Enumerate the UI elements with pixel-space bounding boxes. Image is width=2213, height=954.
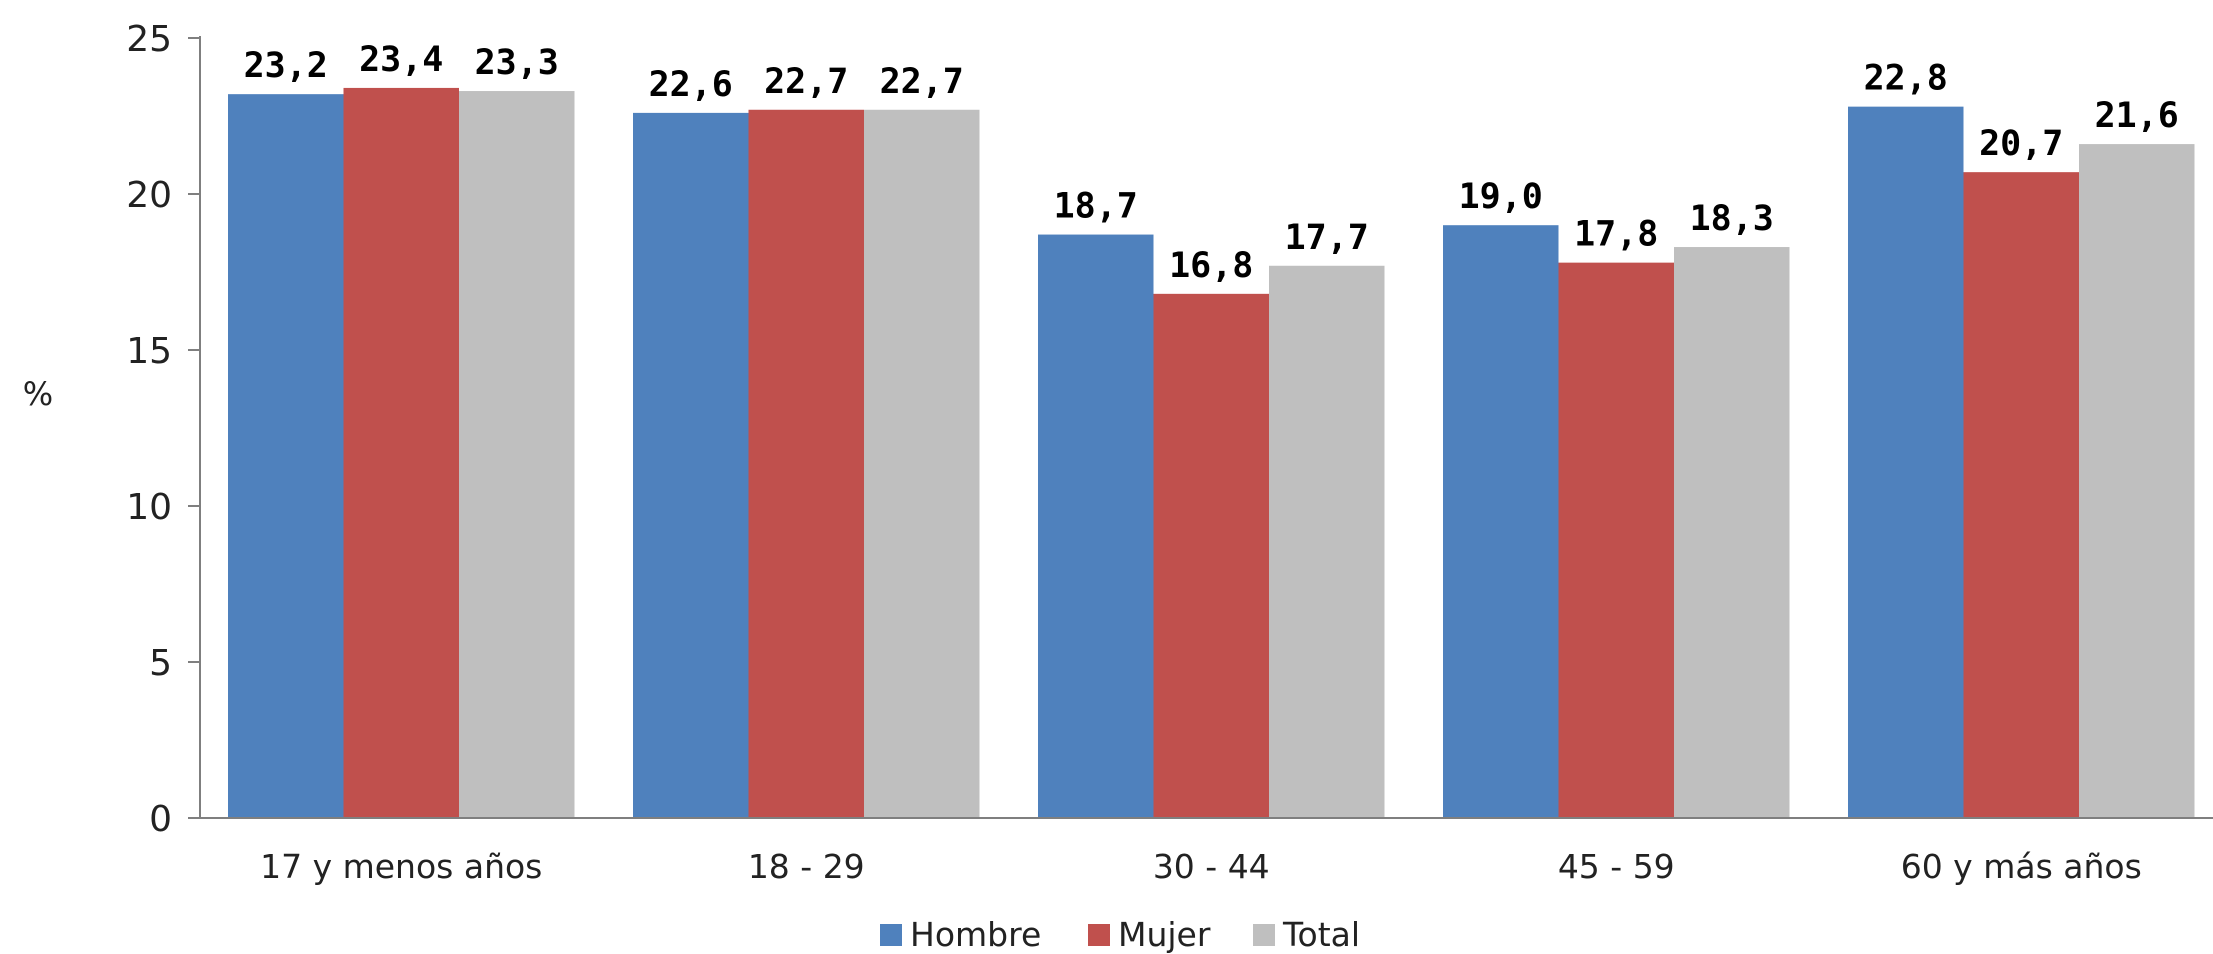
x-category-label: 18 - 29 [748,847,865,886]
y-axis-ticks: 0 5 10 15 20 25 [126,19,200,840]
legend-label-total: Total [1282,915,1360,954]
bar-hombre [1848,106,1964,818]
legend: Hombre Mujer Total [880,915,1360,954]
y-tick-label: 20 [126,175,172,216]
bar-total [1674,247,1790,819]
bar-hombre [633,112,749,818]
bar-mujer [1153,293,1269,819]
data-label: 22,8 [1864,59,1948,99]
data-label: 18,7 [1054,187,1138,227]
x-category-label: 45 - 59 [1558,847,1675,886]
data-label: 23,3 [475,43,559,83]
bar-total [2079,144,2195,818]
y-tick-label: 25 [126,19,172,60]
legend-label-hombre: Hombre [910,915,1041,954]
y-tick-label: 15 [126,331,172,372]
x-axis-category-labels: 17 y menos años 18 - 29 30 - 44 45 - 59 60 y… [260,847,2142,886]
x-category-label: 60 y más años [1901,847,2142,886]
bar-mujer [748,109,864,818]
axes [199,36,2213,819]
legend-label-mujer: Mujer [1118,915,1211,954]
bar-total [864,109,980,818]
data-label: 23,4 [359,40,443,80]
bar-total [1269,265,1385,818]
data-labels-group: 23,2 23,4 23,3 22,6 22,7 22,7 18,7 16,8 17,7 19,0… [244,40,2179,286]
data-label: 21,6 [2095,96,2179,136]
bar-hombre [1038,234,1154,818]
data-label: 18,3 [1690,199,1774,239]
bars-group [228,87,2195,819]
bar-hombre [1443,225,1559,818]
bar-mujer [1558,262,1674,818]
data-label: 22,6 [649,65,733,105]
y-tick-label: 10 [126,487,172,528]
bar-mujer [343,87,459,819]
data-label: 22,7 [880,62,964,102]
data-label: 20,7 [1979,124,2063,164]
y-tick-label: 0 [149,799,172,840]
bar-hombre [228,94,344,818]
legend-swatch-mujer [1088,924,1110,946]
data-label: 19,0 [1459,177,1543,217]
data-label: 17,7 [1285,218,1369,258]
x-category-label: 30 - 44 [1153,847,1270,886]
bar-total [459,91,575,819]
y-tick-label: 5 [149,643,172,684]
legend-swatch-total [1253,924,1275,946]
bar-mujer [1963,172,2079,818]
data-label: 22,7 [764,62,848,102]
data-label: 16,8 [1169,246,1253,286]
legend-swatch-hombre [880,924,902,946]
y-axis-label: % [23,375,53,413]
x-category-label: 17 y menos años [260,847,542,886]
data-label: 23,2 [244,46,328,86]
data-label: 17,8 [1574,215,1658,255]
